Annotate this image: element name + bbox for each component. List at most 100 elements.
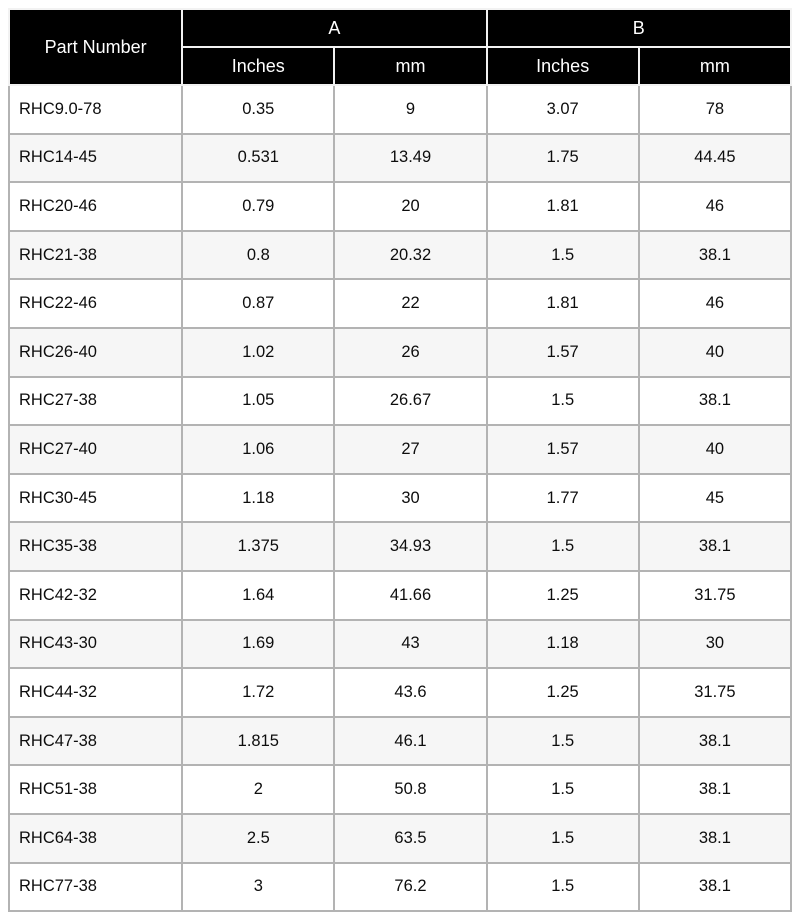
b-mm-cell: 38.1: [637, 375, 793, 427]
b-inches-cell: 3.07: [485, 84, 640, 135]
b-mm-cell: 38.1: [637, 764, 793, 815]
a-inches-cell: 1.02: [181, 326, 336, 378]
table-row: RHC9.0-78 0.35 9 3.07 78: [7, 84, 793, 135]
b-inches-cell: 1.81: [485, 181, 640, 232]
a-inches-cell: 0.35: [181, 84, 336, 135]
part-number-cell: RHC9.0-78: [7, 84, 184, 135]
a-mm-cell: 43: [333, 618, 488, 670]
column-header-b-inches: Inches: [485, 46, 640, 86]
b-inches-cell: 1.5: [485, 521, 640, 572]
a-inches-cell: 1.375: [181, 521, 336, 572]
table-row: RHC44-32 1.72 43.6 1.25 31.75: [7, 667, 793, 718]
table-row: RHC51-38 2 50.8 1.5 38.1: [7, 764, 793, 815]
part-number-cell: RHC77-38: [7, 861, 184, 913]
b-inches-cell: 1.25: [485, 569, 640, 621]
a-inches-cell: 0.8: [181, 229, 336, 281]
table-row: RHC27-40 1.06 27 1.57 40: [7, 424, 793, 475]
a-mm-cell: 26: [333, 326, 488, 378]
a-mm-cell: 22: [333, 278, 488, 329]
part-number-cell: RHC44-32: [7, 667, 184, 718]
b-mm-cell: 31.75: [637, 667, 793, 718]
part-number-cell: RHC42-32: [7, 569, 184, 621]
table-row: RHC21-38 0.8 20.32 1.5 38.1: [7, 229, 793, 281]
a-mm-cell: 27: [333, 424, 488, 475]
table-row: RHC42-32 1.64 41.66 1.25 31.75: [7, 569, 793, 621]
a-mm-cell: 26.67: [333, 375, 488, 427]
b-inches-cell: 1.5: [485, 812, 640, 864]
b-inches-cell: 1.5: [485, 764, 640, 815]
b-mm-cell: 38.1: [637, 715, 793, 767]
a-inches-cell: 0.531: [181, 132, 336, 184]
part-number-cell: RHC30-45: [7, 472, 184, 524]
a-inches-cell: 1.69: [181, 618, 336, 670]
b-inches-cell: 1.77: [485, 472, 640, 524]
part-number-cell: RHC22-46: [7, 278, 184, 329]
table-row: RHC27-38 1.05 26.67 1.5 38.1: [7, 375, 793, 427]
part-number-cell: RHC26-40: [7, 326, 184, 378]
table-row: RHC30-45 1.18 30 1.77 45: [7, 472, 793, 524]
a-inches-cell: 0.87: [181, 278, 336, 329]
a-inches-cell: 0.79: [181, 181, 336, 232]
a-inches-cell: 2.5: [181, 812, 336, 864]
a-mm-cell: 9: [333, 84, 488, 135]
table-row: RHC22-46 0.87 22 1.81 46: [7, 278, 793, 329]
b-mm-cell: 78: [637, 84, 793, 135]
table-header: Part Number A B Inches mm Inches mm: [7, 8, 793, 86]
b-inches-cell: 1.75: [485, 132, 640, 184]
part-number-cell: RHC27-38: [7, 375, 184, 427]
b-inches-cell: 1.5: [485, 715, 640, 767]
b-mm-cell: 38.1: [637, 229, 793, 281]
a-mm-cell: 13.49: [333, 132, 488, 184]
a-mm-cell: 43.6: [333, 667, 488, 718]
part-number-cell: RHC51-38: [7, 764, 184, 815]
a-inches-cell: 1.72: [181, 667, 336, 718]
table-body: RHC9.0-78 0.35 9 3.07 78 RHC14-45 0.531 …: [7, 84, 793, 913]
column-header-a-mm: mm: [333, 46, 488, 86]
column-group-header-a: A: [181, 8, 488, 48]
part-number-cell: RHC14-45: [7, 132, 184, 184]
table-row: RHC47-38 1.815 46.1 1.5 38.1: [7, 715, 793, 767]
part-number-cell: RHC21-38: [7, 229, 184, 281]
table-row: RHC43-30 1.69 43 1.18 30: [7, 618, 793, 670]
b-inches-cell: 1.5: [485, 229, 640, 281]
a-inches-cell: 2: [181, 764, 336, 815]
b-inches-cell: 1.57: [485, 326, 640, 378]
part-number-cell: RHC47-38: [7, 715, 184, 767]
table-row: RHC14-45 0.531 13.49 1.75 44.45: [7, 132, 793, 184]
b-mm-cell: 38.1: [637, 521, 793, 572]
b-inches-cell: 1.57: [485, 424, 640, 475]
a-mm-cell: 20.32: [333, 229, 488, 281]
part-number-cell: RHC64-38: [7, 812, 184, 864]
table-row: RHC77-38 3 76.2 1.5 38.1: [7, 861, 793, 913]
part-dimensions-table: Part Number A B Inches mm Inches mm RHC9…: [7, 8, 793, 913]
b-inches-cell: 1.5: [485, 861, 640, 913]
a-inches-cell: 1.64: [181, 569, 336, 621]
a-mm-cell: 20: [333, 181, 488, 232]
b-mm-cell: 40: [637, 326, 793, 378]
a-mm-cell: 34.93: [333, 521, 488, 572]
b-inches-cell: 1.18: [485, 618, 640, 670]
b-mm-cell: 31.75: [637, 569, 793, 621]
part-number-cell: RHC35-38: [7, 521, 184, 572]
b-mm-cell: 45: [637, 472, 793, 524]
b-mm-cell: 38.1: [637, 812, 793, 864]
b-inches-cell: 1.25: [485, 667, 640, 718]
a-mm-cell: 76.2: [333, 861, 488, 913]
table-row: RHC35-38 1.375 34.93 1.5 38.1: [7, 521, 793, 572]
part-number-cell: RHC27-40: [7, 424, 184, 475]
b-mm-cell: 40: [637, 424, 793, 475]
column-group-header-b: B: [485, 8, 793, 48]
b-mm-cell: 38.1: [637, 861, 793, 913]
a-inches-cell: 1.06: [181, 424, 336, 475]
table-row: RHC26-40 1.02 26 1.57 40: [7, 326, 793, 378]
table-row: RHC64-38 2.5 63.5 1.5 38.1: [7, 812, 793, 864]
column-header-part-number: Part Number: [7, 8, 184, 86]
a-inches-cell: 1.05: [181, 375, 336, 427]
a-mm-cell: 30: [333, 472, 488, 524]
b-mm-cell: 46: [637, 278, 793, 329]
b-mm-cell: 44.45: [637, 132, 793, 184]
column-header-b-mm: mm: [637, 46, 793, 86]
b-mm-cell: 46: [637, 181, 793, 232]
table-row: RHC20-46 0.79 20 1.81 46: [7, 181, 793, 232]
